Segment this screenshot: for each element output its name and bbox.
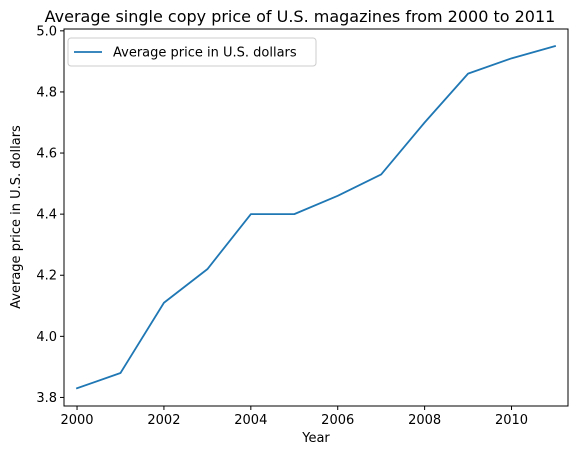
- x-tick-label: 2004: [234, 413, 267, 428]
- x-tick-label: 2002: [147, 413, 180, 428]
- y-tick-label: 4.8: [36, 85, 57, 100]
- chart-title: Average single copy price of U.S. magazi…: [45, 7, 556, 26]
- x-axis-label: Year: [301, 431, 330, 446]
- y-tick-label: 5.0: [36, 24, 57, 39]
- x-tick-label: 2010: [495, 413, 528, 428]
- x-tick-label: 2006: [321, 413, 354, 428]
- y-tick-label: 4.6: [36, 147, 57, 162]
- y-tick-label: 4.4: [36, 208, 57, 223]
- x-tick-label: 2000: [60, 413, 93, 428]
- y-tick-label: 3.8: [36, 391, 57, 406]
- x-axis: 2000 2002 2004 2006 2008 2010: [60, 406, 528, 428]
- y-axis-label: Average price in U.S. dollars: [9, 125, 24, 309]
- legend-entry-label: Average price in U.S. dollars: [113, 46, 297, 61]
- legend: Average price in U.S. dollars: [68, 38, 316, 66]
- y-tick-label: 4.2: [36, 269, 57, 284]
- y-axis: 3.8 4.0 4.2 4.4 4.6 4.8 5.0: [36, 24, 64, 406]
- plot-area: [64, 29, 568, 406]
- x-tick-label: 2008: [408, 413, 441, 428]
- y-tick-label: 4.0: [36, 330, 57, 345]
